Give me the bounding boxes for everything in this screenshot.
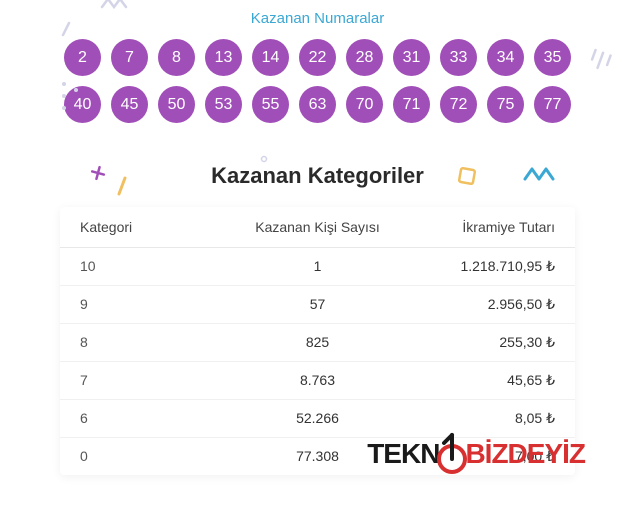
cell-category: 9 — [80, 296, 232, 313]
number-ball: 34 — [487, 39, 524, 76]
number-ball: 50 — [158, 86, 195, 123]
cell-category: 10 — [80, 258, 232, 275]
number-ball: 45 — [111, 86, 148, 123]
cell-prize: 255,30 ₺ — [403, 334, 555, 351]
number-ball: 55 — [252, 86, 289, 123]
number-ball: 8 — [158, 39, 195, 76]
cell-category: 0 — [80, 448, 232, 465]
cell-count: 57 — [232, 296, 403, 313]
number-ball: 22 — [299, 39, 336, 76]
number-ball: 33 — [440, 39, 477, 76]
number-ball: 14 — [252, 39, 289, 76]
number-ball: 70 — [346, 86, 383, 123]
watermark-text-1: TEKN — [367, 438, 439, 470]
numbers-grid: 278 13 14 22 28 31 33 34 35 40 45 50 53 55 63 70 71 72 75 7… — [58, 39, 578, 123]
table-row: 1011.218.710,95 ₺ — [60, 248, 575, 286]
watermark-logo: TEKN BİZDEYİZ — [367, 431, 585, 477]
number-ball: 77 — [534, 86, 571, 123]
cell-count: 52.266 — [232, 410, 403, 427]
table-header: Kategori Kazanan Kişi Sayısı İkramiye Tu… — [60, 207, 575, 248]
number-ball: 13 — [205, 39, 242, 76]
number-ball: 28 — [346, 39, 383, 76]
cell-prize: 1.218.710,95 ₺ — [403, 258, 555, 275]
cell-category: 7 — [80, 372, 232, 389]
table-row: 9572.956,50 ₺ — [60, 286, 575, 324]
winning-numbers-section: Kazanan Numaralar 278 13 14 22 28 31 33 34 35 40 4… — [0, 0, 635, 143]
number-ball: 2 — [64, 39, 101, 76]
number-ball: 7 — [111, 39, 148, 76]
cell-count: 8.763 — [232, 372, 403, 389]
decoration-zigzag-icon — [587, 46, 623, 79]
watermark-logo-icon — [436, 431, 468, 477]
number-ball: 53 — [205, 86, 242, 123]
cell-count: 825 — [232, 334, 403, 351]
header-prize: İkramiye Tutarı — [403, 219, 555, 235]
cell-prize: 45,65 ₺ — [403, 372, 555, 389]
table-row: 8825255,30 ₺ — [60, 324, 575, 362]
header-category: Kategori — [80, 219, 232, 235]
cell-category: 8 — [80, 334, 232, 351]
cell-count: 1 — [232, 258, 403, 275]
number-ball: 72 — [440, 86, 477, 123]
number-ball: 63 — [299, 86, 336, 123]
number-ball: 31 — [393, 39, 430, 76]
number-ball: 75 — [487, 86, 524, 123]
watermark-text-2: BİZDEYİZ — [465, 438, 585, 470]
header-winners: Kazanan Kişi Sayısı — [232, 219, 403, 235]
table-row: 78.76345,65 ₺ — [60, 362, 575, 400]
cell-category: 6 — [80, 410, 232, 427]
winning-numbers-title: Kazanan Numaralar — [20, 10, 615, 27]
number-ball: 35 — [534, 39, 571, 76]
cell-prize: 8,05 ₺ — [403, 410, 555, 427]
number-ball: 40 — [64, 86, 101, 123]
cell-prize: 2.956,50 ₺ — [403, 296, 555, 313]
number-ball: 71 — [393, 86, 430, 123]
categories-title: Kazanan Kategoriler — [60, 163, 575, 189]
